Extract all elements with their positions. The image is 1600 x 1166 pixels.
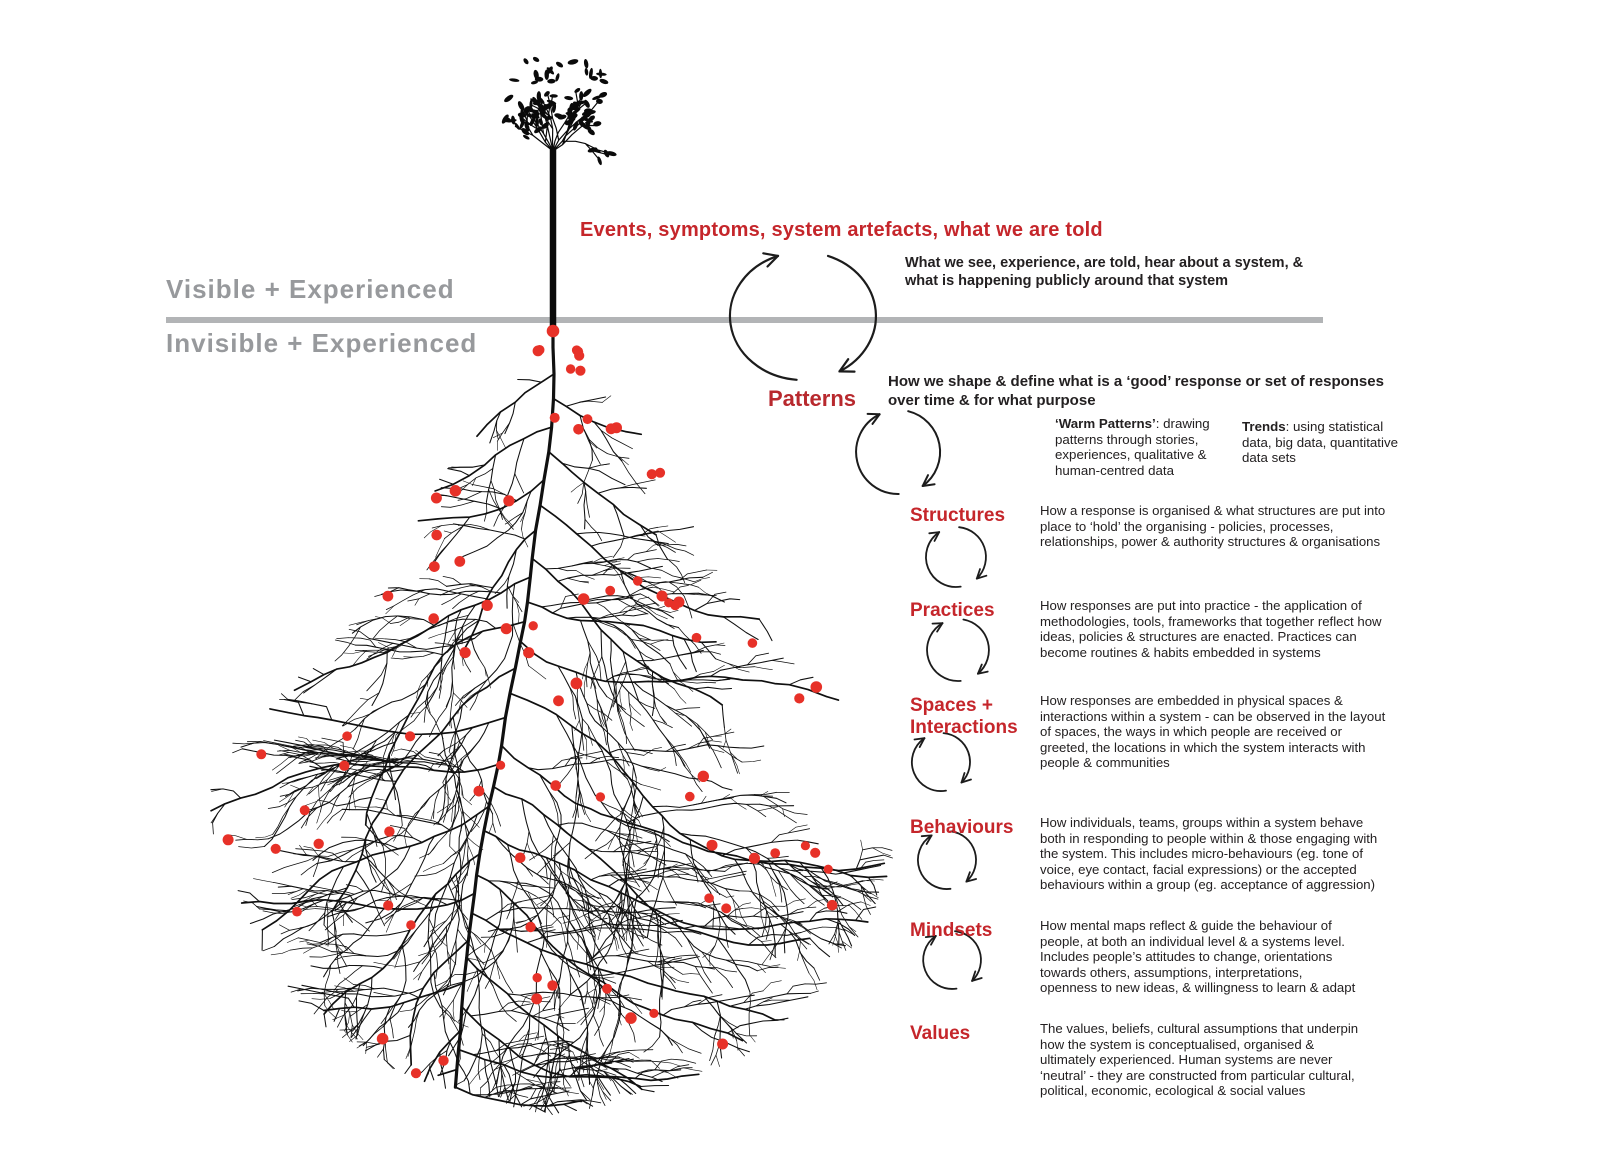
section-label: Structures [910,505,1006,526]
divider-line [166,317,1323,323]
section-desc: How a response is organised & what struc… [1040,503,1386,549]
section-label: Mindsets [910,920,993,941]
section-desc: How responses are embedded in physical s… [1040,693,1386,770]
warm-patterns-text: : drawing patterns through stories, expe… [1055,416,1210,478]
cycle-mindsets-values-icon [922,930,983,990]
trends-note: Trends: using statistical data, big data… [1242,419,1402,466]
section-desc: The values, beliefs, cultural assumption… [1040,1021,1359,1098]
invisible-experienced-label: Invisible + Experienced [166,328,478,358]
tree-canopy [501,56,617,166]
section-label: Practices [910,600,995,621]
trends-text: : using statistical data, big data, quan… [1242,419,1398,466]
section-label: Spaces + Interactions [910,695,1018,738]
cycle-spaces-behaviours-icon [911,732,972,792]
section-desc: How mental maps reflect & guide the beha… [1040,918,1356,995]
section-desc: How individuals, teams, groups within a … [1040,815,1378,892]
cycle-patterns-structures-icon [855,410,942,496]
cycle-practices-spaces-icon [926,618,990,682]
patterns-description: How we shape & define what is a ‘good’ r… [888,373,1384,409]
events-title: Events, symptoms, system artefacts, what… [580,219,1103,241]
cycle-events-patterns-icon [728,252,878,381]
visible-experienced-label: Visible + Experienced [166,274,455,304]
red-dots [222,324,838,1079]
root-system [210,326,893,1115]
section-desc: How responses are put into practice - th… [1040,598,1382,660]
events-description: What we see, experience, are told, hear … [905,255,1304,289]
section-label: Values [910,1023,971,1044]
trends-term: Trends [1242,419,1286,434]
patterns-label: Patterns [768,386,857,411]
cycle-structures-practices-icon [925,526,988,588]
cycle-behaviours-mindsets-icon [917,830,977,890]
cycle-arrows [728,252,990,990]
warm-patterns-term: ‘Warm Patterns’ [1055,416,1156,431]
section-label: Behaviours [910,817,1014,838]
warm-patterns-note: ‘Warm Patterns’: drawing patterns throug… [1055,416,1241,478]
